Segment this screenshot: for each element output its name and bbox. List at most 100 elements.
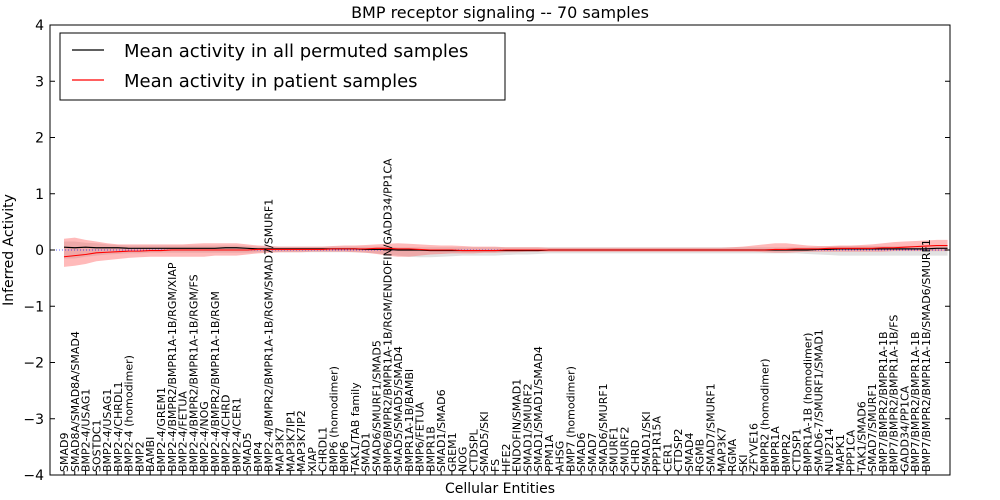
x-category-label: BMP6 (homodimer) bbox=[327, 366, 340, 472]
x-category-label: BMPR1A-1B/BAMBI bbox=[403, 369, 416, 472]
x-category-label: MAP3K7 bbox=[715, 427, 728, 472]
x-category-label: SMAD6-7/SMURF1/SMAD1 bbox=[812, 329, 825, 472]
y-tick-label: 1 bbox=[35, 187, 44, 203]
y-tick-label: −3 bbox=[23, 412, 44, 428]
x-category-label: PPM1A bbox=[543, 434, 556, 472]
x-category-label: SMAD1 bbox=[360, 433, 373, 472]
x-category-label: BMP2-4/USAG1 bbox=[101, 389, 114, 472]
x-category-label: BMP7/BMPR2/BMPR1A-1B/SMAD6/SMURF1 bbox=[920, 239, 933, 472]
legend-box bbox=[59, 32, 506, 101]
x-category-label: ZFYVE16 bbox=[748, 423, 761, 472]
x-category-label: HFE2 bbox=[500, 443, 513, 472]
x-category-label: CHRD bbox=[629, 440, 642, 472]
x-category-label: CTDSP2 bbox=[672, 429, 685, 472]
x-category-label: NUP214 bbox=[823, 428, 836, 472]
x-category-label: TAK1/TAB family bbox=[349, 382, 362, 473]
x-category-label: SMAD7 bbox=[586, 433, 599, 472]
x-category-label: SKI bbox=[737, 455, 750, 472]
x-category-label: BMP6 bbox=[338, 441, 351, 472]
x-category-label: RGMB bbox=[694, 439, 707, 472]
x-category-label: SMAD5 bbox=[241, 433, 254, 472]
patient-mean-line bbox=[63, 244, 948, 258]
x-category-label: SMAD9 bbox=[58, 433, 71, 472]
x-category-label: PPP1CA bbox=[845, 429, 858, 472]
x-category-label: SMAD7/SMURF1 bbox=[705, 383, 718, 472]
x-category-label: SMAD4 bbox=[683, 433, 696, 472]
x-category-label: BMP2 bbox=[133, 441, 146, 472]
x-category-label: SMAD8A/SMAD8A/SMAD4 bbox=[69, 331, 82, 472]
permuted-mean-line bbox=[63, 246, 948, 252]
x-category-label: SMAD1/SMURF2 bbox=[521, 383, 534, 472]
x-category-label: BMPR1A bbox=[769, 426, 782, 472]
x-category-label: BMP2-4/BMPR2/BMPR1A-1B/RGM bbox=[209, 291, 222, 472]
x-category-label: BMP7/BMPR2/BMPR1A-1B/FS bbox=[888, 315, 901, 472]
x-category-label: BMP2-4/BMPR2/BMPR1A-1B/RGM/SMAD7/SMURF1 bbox=[263, 199, 276, 472]
x-category-label: BMP6/FETUA bbox=[414, 402, 427, 472]
x-category-label: CTDSPL bbox=[467, 429, 480, 472]
y-tick-label: 2 bbox=[35, 131, 44, 147]
x-category-label: BMP2-4 (homodimer) bbox=[123, 355, 136, 472]
x-category-label: SMAD5/SKI bbox=[478, 411, 491, 472]
y-axis-label: Inferred Activity bbox=[1, 194, 17, 306]
x-category-label: CHRDL1 bbox=[317, 427, 330, 472]
y-tick-label: −4 bbox=[23, 468, 44, 484]
y-tick-label: −1 bbox=[23, 299, 44, 315]
x-category-label: XIAP bbox=[306, 447, 319, 472]
x-category-label: NOG bbox=[457, 447, 470, 472]
x-category-label: SMAD7/SMURF1 bbox=[866, 383, 879, 472]
x-category-label: SMURF2 bbox=[618, 427, 631, 473]
x-category-label: BMP7 (homodimer) bbox=[564, 366, 577, 472]
x-category-label: SMAD1/SKI bbox=[640, 411, 653, 472]
y-tick-label: −2 bbox=[23, 356, 44, 372]
x-axis-label: Cellular Entities bbox=[445, 481, 555, 497]
x-category-label: BMP7/BMPR2/BMPR1A-1B bbox=[909, 331, 922, 472]
x-category-label: RGMA bbox=[726, 438, 739, 472]
x-category-label: BMP2-4/CHRD bbox=[220, 395, 233, 472]
x-category-label: MAPK1 bbox=[834, 434, 847, 472]
x-category-label: BMP2-4/FETUA bbox=[177, 391, 190, 472]
x-category-label: BMP2-4/GREM1 bbox=[155, 387, 168, 472]
lines-layer bbox=[50, 244, 950, 258]
x-category-label: SMAD6/SMURF1 bbox=[597, 383, 610, 472]
x-category-label: SMAD1/SMAD1/SMAD4 bbox=[532, 346, 545, 472]
y-tick-label: 3 bbox=[35, 74, 44, 90]
legend-label-permuted: Mean activity in all permuted samples bbox=[124, 41, 468, 62]
y-axis: −4 −3 −2 −1 0 1 2 3 4 bbox=[23, 18, 950, 484]
x-category-label: BMP2-4/BMPR2/BMPR1A-1B/RGM/XIAP bbox=[166, 262, 179, 472]
x-category-label: BMPR1B bbox=[424, 426, 437, 472]
x-category-label: CTDSP1 bbox=[791, 429, 804, 472]
x-category-label: MAP3K7IP1 bbox=[284, 410, 297, 472]
y-tick-label: 4 bbox=[35, 18, 44, 34]
chart-title: BMP receptor signaling -- 70 samples bbox=[351, 3, 649, 22]
x-category-label: ENDOFIN/SMAD1 bbox=[511, 379, 524, 472]
x-category-label: BMP2-4/BMPR2/BMPR1A-1B/RGM/FS bbox=[187, 274, 200, 472]
x-category-label: BMP6/BMPR2/BMPR1A-1B/RGM/ENDOFIN/GADD34/… bbox=[381, 158, 394, 472]
x-category-label: FS bbox=[489, 459, 502, 472]
x-category-label: CER1 bbox=[661, 443, 674, 472]
x-category-label: PPP1R15A bbox=[651, 415, 664, 472]
patient-spread-band bbox=[64, 237, 948, 267]
x-category-label: SOSTDC1 bbox=[90, 420, 103, 473]
x-category-label: BMPR1A-1B (homodimer) bbox=[801, 333, 814, 472]
x-category-label: BMPR2 bbox=[780, 434, 793, 472]
y-tick-label: 0 bbox=[35, 243, 44, 259]
x-category-label: SMURF1 bbox=[608, 427, 621, 473]
x-category-label: GADD34/PP1CA bbox=[898, 385, 911, 472]
x-category-label: MAP3K7IP2 bbox=[295, 410, 308, 472]
x-category-label: AHSG bbox=[554, 441, 567, 472]
x-category-label: GREM1 bbox=[446, 432, 459, 472]
x-category-label: BMP4 bbox=[252, 441, 265, 472]
legend-label-patient: Mean activity in patient samples bbox=[124, 71, 418, 92]
x-category-label: SMAD1/SMAD6 bbox=[435, 389, 448, 472]
x-axis-category-labels: SMAD9SMAD8A/SMAD8A/SMAD4BMP2-4/USAG1SOST… bbox=[58, 158, 933, 475]
x-category-label: BMP2-4/NOG bbox=[198, 401, 211, 472]
x-category-label: BMP7/BMPR2/BMPR1A-1B bbox=[877, 331, 890, 472]
x-category-label: BMPR2 (homodimer) bbox=[758, 358, 771, 472]
x-category-label: BAMBI bbox=[144, 437, 157, 472]
x-category-label: BMP2-4/USAG1 bbox=[80, 389, 93, 472]
x-category-label: SMAD6/SMURF1/SMAD5 bbox=[370, 340, 383, 472]
x-category-label: MAP3K7 bbox=[274, 427, 287, 472]
x-category-label: SMAD5/SMAD5/SMAD4 bbox=[392, 346, 405, 472]
x-category-label: TAK1/SMAD6 bbox=[855, 401, 868, 473]
